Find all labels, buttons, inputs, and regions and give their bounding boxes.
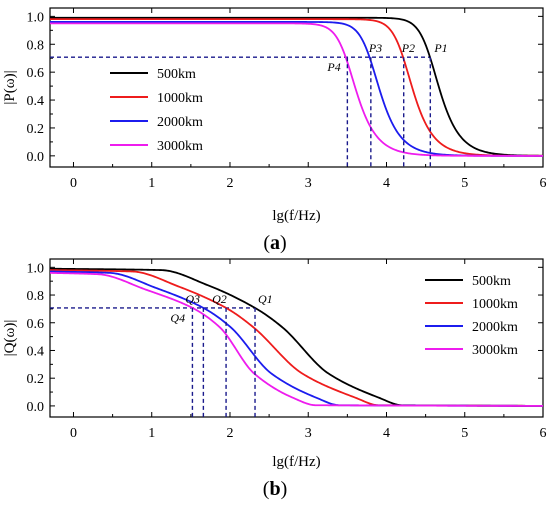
y-tick-label: 0.8 xyxy=(27,289,45,304)
panel-b: 0 1 2 3 4 5 6 0.0 0.2 0.4 0.6 0.8 1.0 lg(f/Hz) |Q(ω)| (… xyxy=(2,258,547,500)
x-tick-label: 4 xyxy=(383,176,390,191)
x-tick-label: 6 xyxy=(540,426,547,441)
series-line-2000km xyxy=(50,270,543,407)
x-axis-label: lg(f/Hz) xyxy=(272,208,320,224)
plot-frame xyxy=(49,7,544,168)
y-tick-label: 0.4 xyxy=(27,94,45,109)
x-tick-label: 6 xyxy=(540,176,547,191)
series-line-3000km xyxy=(50,22,543,157)
point-label-Q3: Q3 xyxy=(185,292,200,306)
y-tick-label: 0.2 xyxy=(27,122,45,137)
legend-label-500km: 500km xyxy=(157,67,196,82)
point-label-P2: P2 xyxy=(401,41,415,55)
point-label-Q1: Q1 xyxy=(258,292,273,306)
x-tick-label: 1 xyxy=(148,426,155,441)
legend-label-3000km: 3000km xyxy=(157,139,203,154)
x-tick-label: 2 xyxy=(226,176,233,191)
plot-frame xyxy=(49,258,544,418)
y-tick-label: 0.2 xyxy=(27,372,45,387)
x-tick-label: 1 xyxy=(148,176,155,191)
series-line-1000km xyxy=(50,269,543,407)
point-label-Q4: Q4 xyxy=(170,311,185,325)
x-tick-label: 5 xyxy=(461,426,468,441)
x-tick-label: 5 xyxy=(461,176,468,191)
panel-label: (b) xyxy=(263,478,287,500)
panel-label: (a) xyxy=(263,232,286,254)
y-tick-label: 0.6 xyxy=(27,317,45,332)
point-label-Q2: Q2 xyxy=(212,292,227,306)
y-tick-label: 0.8 xyxy=(27,38,45,53)
x-tick-label: 2 xyxy=(226,426,233,441)
y-tick-label: 0.6 xyxy=(27,66,45,81)
series-line-500km xyxy=(50,267,543,407)
x-tick-label: 3 xyxy=(305,176,312,191)
point-label-P1: P1 xyxy=(433,41,447,55)
curves xyxy=(50,267,543,407)
x-tick-label: 0 xyxy=(70,176,77,191)
y-tick-label: 0.4 xyxy=(27,344,45,359)
legend-label-2000km: 2000km xyxy=(472,320,518,335)
curves xyxy=(50,16,543,157)
point-label-P3: P3 xyxy=(368,41,382,55)
legend-label-2000km: 2000km xyxy=(157,115,203,130)
legend-label-500km: 500km xyxy=(472,274,511,289)
y-tick-label: 1.0 xyxy=(27,261,45,276)
series-line-2000km xyxy=(50,21,543,157)
series-line-500km xyxy=(50,16,543,157)
y-axis-label: |Q(ω)| xyxy=(2,320,18,357)
series-line-3000km xyxy=(50,271,543,407)
legend-label-1000km: 1000km xyxy=(157,91,203,106)
legend-label-3000km: 3000km xyxy=(472,343,518,358)
y-tick-label: 0.0 xyxy=(27,400,45,415)
panel-a: 0 1 2 3 4 5 6 0.0 0.2 0.4 0.6 0.8 1.0 lg(f/Hz) |P(ω)| (… xyxy=(2,7,547,254)
series-line-1000km xyxy=(50,18,543,157)
y-tick-label: 0.0 xyxy=(27,150,45,165)
x-tick-label: 4 xyxy=(383,426,390,441)
y-tick-label: 1.0 xyxy=(27,10,45,25)
y-axis-label: |P(ω)| xyxy=(2,70,18,104)
x-tick-label: 0 xyxy=(70,426,77,441)
legend-label-1000km: 1000km xyxy=(472,297,518,312)
x-tick-label: 3 xyxy=(305,426,312,441)
x-axis-label: lg(f/Hz) xyxy=(272,454,320,470)
point-label-P4: P4 xyxy=(326,60,340,74)
